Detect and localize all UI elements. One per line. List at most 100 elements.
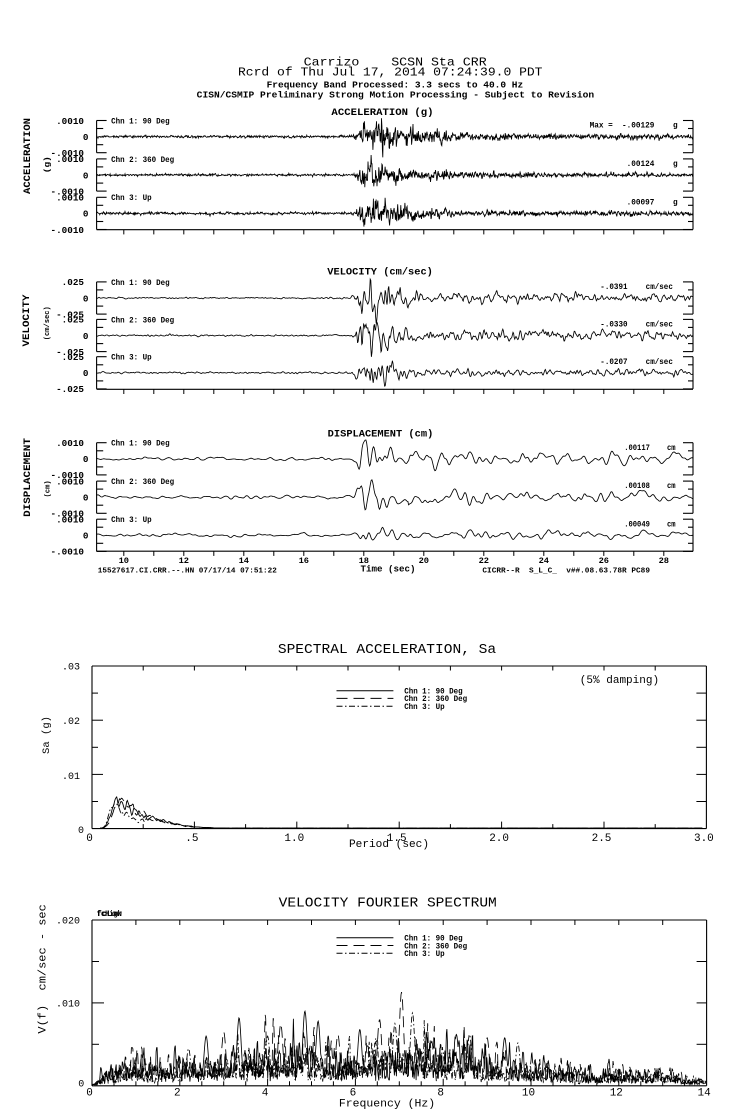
svg-text:Chn 1: 90 Deg: Chn 1: 90 Deg [111,280,170,288]
svg-text:-.0010: -.0010 [51,186,85,197]
svg-text:0: 0 [83,331,89,342]
svg-text:20: 20 [419,556,429,566]
svg-text:0: 0 [78,1079,84,1090]
svg-text:6: 6 [350,1088,357,1100]
svg-text:.0010: .0010 [56,438,84,449]
svg-text:-.0330 cm/sec: -.0330 cm/sec [600,322,673,330]
svg-text:24: 24 [539,556,549,566]
svg-text:CICRR--R S_L_C_ v##.08.63.78: CICRR--R S_L_C_ v##.08.63.78R PC89 [482,568,650,576]
svg-text:-.025: -.025 [56,347,84,358]
svg-text:12: 12 [610,1088,623,1100]
svg-text:.0010: .0010 [56,476,84,487]
svg-text:14: 14 [697,1088,711,1100]
svg-text:fcHigh: fcHigh [97,909,122,919]
svg-text:-.0010: -.0010 [51,470,85,481]
svg-text:.02: .02 [62,717,80,728]
svg-text:.00117 cm: .00117 cm [624,445,676,453]
svg-text:-.0010: -.0010 [51,547,85,558]
svg-text:ACCELERATION (g): ACCELERATION (g) [331,107,433,118]
svg-text:(g): (g) [44,156,53,173]
svg-text:Rcrd of Thu Jul 17, 2014 07:24: Rcrd of Thu Jul 17, 2014 07:24:39.0 PDT [238,65,543,79]
svg-text:.0010: .0010 [56,154,84,165]
svg-text:16: 16 [299,556,309,566]
svg-text:0: 0 [83,132,89,143]
svg-text:VELOCITY FOURIER SPECTRUM: VELOCITY FOURIER SPECTRUM [279,896,497,911]
svg-text:-.0010: -.0010 [51,509,85,520]
svg-text:10: 10 [522,1088,535,1100]
svg-text:.010: .010 [56,999,80,1010]
svg-text:.025: .025 [62,277,85,288]
svg-text:.0010: .0010 [56,116,84,127]
svg-text:(cm/sec): (cm/sec) [44,306,52,340]
svg-text:Chn 2: 360 Deg: Chn 2: 360 Deg [404,943,467,951]
svg-text:10: 10 [119,556,129,566]
svg-text:.0010: .0010 [56,193,84,204]
svg-text:Frequency (Hz): Frequency (Hz) [339,1098,435,1110]
svg-text:.00124 g: .00124 g [627,161,678,169]
svg-text:0: 0 [78,826,84,837]
svg-text:.025: .025 [62,315,85,326]
svg-text:Carrizo SCSN Sta CRR: Carrizo SCSN Sta CRR [304,55,487,69]
svg-text:Chn 1: 90 Deg: Chn 1: 90 Deg [404,936,463,944]
svg-text:Chn 2: 360 Deg: Chn 2: 360 Deg [111,479,174,487]
svg-text:-.0391 cm/sec: -.0391 cm/sec [600,284,673,292]
svg-text:DISPLACEMENT (cm): DISPLACEMENT (cm) [328,429,434,440]
svg-text:.020: .020 [56,917,80,928]
svg-text:.00049 cm: .00049 cm [624,521,676,529]
svg-text:18: 18 [359,556,369,566]
svg-text:(cm): (cm) [45,480,53,497]
svg-text:Max = -.00129 g: Max = -.00129 g [590,123,678,131]
svg-text:Chn 2: 360 Deg: Chn 2: 360 Deg [404,696,467,704]
svg-text:VELOCITY: VELOCITY [21,294,32,346]
svg-text:0: 0 [83,493,89,504]
svg-text:1.5: 1.5 [387,833,407,845]
svg-text:Chn 3: Up: Chn 3: Up [111,517,152,525]
svg-text:(5% damping): (5% damping) [580,675,659,687]
svg-text:Chn 2: 360 Deg: Chn 2: 360 Deg [111,317,174,325]
svg-text:0: 0 [83,531,89,542]
svg-text:Sa (g): Sa (g) [41,716,53,754]
svg-text:.00108 cm: .00108 cm [624,483,676,491]
svg-text:0: 0 [86,1088,93,1100]
svg-text:0: 0 [83,170,89,181]
svg-text:CISN/CSMIP Preliminary Strong: CISN/CSMIP Preliminary Strong Motion Pro… [197,91,594,101]
svg-text:14: 14 [239,556,249,566]
svg-text:8: 8 [437,1088,444,1100]
svg-text:.025: .025 [62,352,85,363]
svg-text:.0010: .0010 [56,515,84,526]
svg-text:Chn 1: 90 Deg: Chn 1: 90 Deg [111,441,170,449]
svg-text:12: 12 [179,556,189,566]
svg-text:2.0: 2.0 [489,833,509,845]
svg-text:SPECTRAL ACCELERATION, Sa: SPECTRAL ACCELERATION, Sa [278,643,496,658]
svg-text:VELOCITY (cm/sec): VELOCITY (cm/sec) [327,267,433,278]
svg-text:-.025: -.025 [56,309,84,320]
svg-text:28: 28 [659,556,669,566]
svg-text:15527617.CI.CRR.--.HN 07/17/14: 15527617.CI.CRR.--.HN 07/17/14 07:51:22 [98,568,278,576]
svg-text:1.0: 1.0 [284,833,304,845]
svg-text:-.0207 cm/sec: -.0207 cm/sec [600,359,673,367]
svg-text:Chn 3: Up: Chn 3: Up [111,195,152,203]
svg-text:0: 0 [83,454,89,465]
svg-text:Chn 1: 90 Deg: Chn 1: 90 Deg [404,689,463,697]
svg-text:3.0: 3.0 [694,833,714,845]
svg-text:2: 2 [174,1088,181,1100]
svg-text:.5: .5 [185,833,198,845]
svg-text:-.0010: -.0010 [51,225,85,236]
svg-text:fcLow: fcLow [97,909,122,919]
svg-text:0: 0 [83,293,89,304]
svg-text:0: 0 [83,368,89,379]
svg-text:2.5: 2.5 [592,833,612,845]
svg-text:0: 0 [86,833,93,845]
svg-text:DISPLACEMENT: DISPLACEMENT [22,438,33,517]
svg-text:.03: .03 [62,662,80,673]
svg-text:4: 4 [262,1088,269,1100]
svg-text:Chn 2: 360 Deg: Chn 2: 360 Deg [111,157,174,165]
svg-text:Chn 3: Up: Chn 3: Up [111,355,152,363]
svg-text:Chn 1: 90 Deg: Chn 1: 90 Deg [111,118,170,126]
svg-text:Chn 3: Up: Chn 3: Up [404,704,445,712]
svg-text:Chn 3: Up: Chn 3: Up [404,951,445,959]
svg-text:.01: .01 [62,772,80,783]
svg-text:22: 22 [479,556,489,566]
svg-text:ACCELERATION: ACCELERATION [22,118,33,194]
svg-text:-.025: -.025 [56,384,84,395]
